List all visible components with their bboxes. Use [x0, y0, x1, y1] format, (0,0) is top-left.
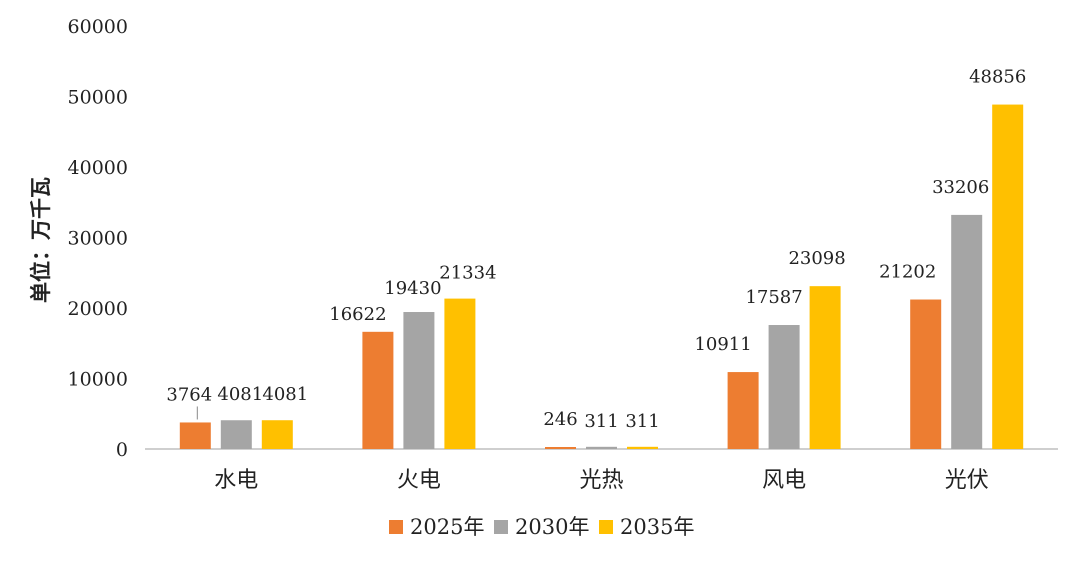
bar-2025年-光伏	[910, 299, 942, 449]
data-label: 311	[625, 411, 659, 432]
data-label: 4081	[217, 384, 263, 405]
bar-2030年-风电	[768, 325, 800, 449]
x-category-label: 风电	[762, 468, 806, 493]
data-label: 23098	[788, 248, 845, 269]
y-tick-label: 20000	[68, 298, 128, 320]
bar-2025年-光热	[545, 447, 576, 449]
bar-2030年-水电	[220, 420, 252, 449]
data-label: 4081	[262, 384, 308, 405]
bar-2035年-火电	[444, 298, 476, 449]
x-category-label: 光热	[579, 468, 623, 493]
bar-2025年-火电	[362, 331, 394, 449]
x-category-label: 光伏	[945, 468, 989, 493]
data-label: 16622	[329, 304, 386, 325]
data-label: 33206	[932, 177, 989, 198]
bar-2025年-风电	[727, 372, 759, 449]
bar-2030年-光伏	[951, 214, 983, 449]
y-axis-label: 单位：万千瓦	[28, 177, 53, 303]
y-tick-label: 30000	[68, 228, 128, 250]
legend: 2025年 2030年 2035年	[389, 515, 694, 539]
y-tick-label: 60000	[68, 16, 128, 38]
data-label: 17587	[745, 287, 802, 308]
legend-label: 2035年	[620, 515, 694, 539]
legend-swatch	[389, 520, 403, 534]
legend-label: 2025年	[410, 515, 484, 539]
y-tick-label: 10000	[68, 369, 128, 391]
bar-2030年-火电	[403, 312, 435, 449]
data-label: 19430	[384, 278, 441, 299]
bar-2035年-风电	[809, 286, 841, 449]
legend-label: 2030年	[515, 515, 589, 539]
x-category-label: 火电	[397, 468, 441, 493]
data-label: 311	[584, 411, 618, 432]
data-label: 10911	[694, 334, 751, 355]
bar-2030年-光热	[586, 446, 617, 449]
data-label: 3764	[166, 384, 212, 405]
data-label: 21202	[879, 262, 936, 283]
bar-2035年-光热	[627, 446, 658, 449]
legend-swatch	[494, 520, 508, 534]
y-tick-label: 0	[116, 439, 128, 461]
data-label: 246	[543, 409, 577, 430]
data-label: 48856	[969, 67, 1026, 88]
x-category-label: 水电	[214, 468, 258, 493]
data-label: 21334	[439, 263, 496, 284]
y-tick-label: 50000	[68, 87, 128, 109]
bar-2025年-水电	[179, 422, 211, 449]
bar-2035年-水电	[261, 420, 293, 449]
legend-swatch	[599, 520, 613, 534]
bar-2035年-光伏	[992, 104, 1024, 450]
y-tick-label: 40000	[68, 157, 128, 179]
